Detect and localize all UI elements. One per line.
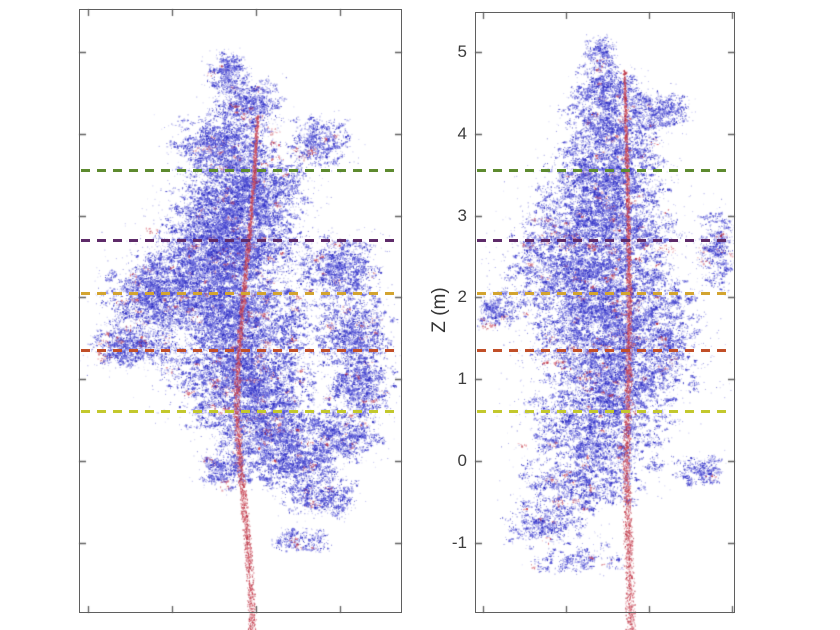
section-height-line-purple [477,238,733,242]
y-tick-label: 2 [457,287,467,307]
y-tick-label: 1 [457,369,467,389]
section-height-line-red [81,349,400,353]
left-tree-panel [79,9,402,613]
section-height-line-orange [477,291,733,295]
section-height-line-yellow [477,410,733,414]
y-tick-label: 0 [457,451,467,470]
right-tree-panel [475,12,735,613]
section-height-line-red [477,349,733,353]
section-height-line-green [477,169,733,173]
y-tick-label: 3 [457,205,467,225]
y-tick-label: 5 [457,42,467,61]
section-height-line-orange [81,291,400,295]
section-height-line-yellow [81,410,400,414]
section-height-line-purple [81,238,400,242]
y-axis-label: Z (m) [429,287,450,333]
section-height-line-green [81,169,400,173]
y-tick-label: -1 [451,532,467,552]
y-tick-label: 4 [457,123,467,143]
